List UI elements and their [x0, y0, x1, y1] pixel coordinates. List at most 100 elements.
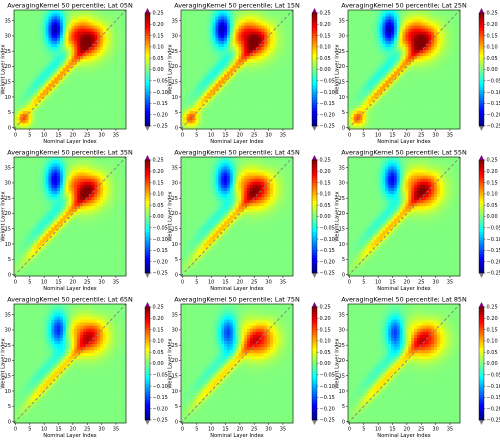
heatmap-cell — [353, 116, 357, 121]
heatmap-cell — [272, 92, 277, 96]
heatmap-cell — [232, 92, 236, 96]
heatmap-cell — [117, 34, 121, 38]
heatmap-cell — [376, 25, 380, 29]
colorbar-segment — [479, 77, 484, 81]
heatmap-cell — [434, 110, 438, 115]
heatmap-cell — [105, 22, 110, 26]
heatmap-cell — [365, 22, 369, 26]
heatmap-cell — [48, 92, 52, 96]
heatmap-cell — [379, 19, 383, 23]
heatmap-cell — [451, 86, 455, 90]
x-tick-label: 15 — [55, 133, 61, 139]
heatmap-cell — [244, 74, 248, 78]
colorbar-segment — [145, 110, 150, 114]
colorbar-segment — [479, 15, 484, 19]
heatmap-cell — [348, 64, 352, 69]
heatmap-cell — [252, 125, 257, 130]
heatmap-cell — [267, 25, 271, 29]
heatmap-cell — [74, 19, 78, 23]
heatmap-cell — [80, 83, 84, 87]
heatmap-cell — [414, 40, 418, 44]
heatmap-cell — [206, 125, 211, 130]
heatmap-cell — [396, 86, 401, 90]
heatmap-cell — [278, 74, 282, 78]
heatmap-cell — [370, 104, 375, 108]
colorbar-tick-label: 0.10 — [320, 45, 331, 51]
heatmap-cell — [189, 92, 193, 96]
heatmap-cell — [362, 116, 366, 121]
heatmap-cell — [51, 122, 55, 127]
heatmap-cell — [65, 28, 69, 32]
heatmap-cell — [278, 116, 282, 121]
heatmap-cell — [408, 119, 412, 124]
heatmap-cell — [249, 37, 254, 41]
heatmap-cell — [247, 110, 251, 115]
heatmap-cell — [272, 31, 277, 35]
heatmap-cell — [445, 86, 449, 90]
heatmap-cell — [229, 37, 234, 41]
heatmap-cell — [272, 10, 277, 14]
heatmap-cell — [258, 98, 262, 102]
heatmap-cell — [42, 16, 46, 20]
heatmap-cell — [411, 46, 415, 51]
heatmap-cell — [198, 10, 202, 14]
heatmap-cell — [36, 269, 41, 274]
heatmap-cell — [270, 40, 274, 44]
heatmap-cell — [42, 104, 46, 108]
heatmap-cell — [25, 61, 29, 66]
heatmap-cell — [287, 125, 291, 130]
heatmap-cell — [275, 101, 279, 105]
heatmap-cell — [445, 104, 449, 108]
heatmap-cell — [278, 40, 282, 44]
heatmap-cell — [51, 25, 55, 29]
heatmap-cell — [48, 74, 52, 78]
heatmap-cell — [388, 13, 392, 17]
heatmap-cell — [428, 61, 432, 66]
heatmap-cell — [183, 104, 188, 108]
colorbar-segment — [479, 95, 484, 99]
heatmap-cell — [431, 37, 435, 41]
colorbar-segment — [312, 41, 317, 45]
heatmap-cell — [422, 34, 426, 38]
heatmap-cell — [270, 55, 274, 60]
heatmap-cell — [241, 22, 245, 26]
heatmap-cell — [391, 110, 395, 115]
heatmap-cell — [399, 64, 403, 69]
heatmap-cell — [59, 16, 64, 20]
heatmap-cell — [80, 101, 84, 105]
colorbar-segment — [145, 28, 150, 32]
heatmap-cell — [238, 116, 242, 121]
heatmap-cell — [411, 67, 415, 72]
heatmap-cell — [356, 104, 360, 108]
heatmap-cell — [100, 40, 104, 44]
heatmap-cell — [287, 101, 291, 105]
heatmap-cell — [224, 16, 228, 20]
heatmap-cell — [117, 22, 121, 26]
heatmap-cell — [258, 116, 262, 121]
heatmap-cell — [80, 22, 84, 26]
heatmap-cell — [94, 269, 98, 274]
heatmap-cell — [203, 22, 208, 26]
heatmap-cell — [54, 22, 58, 26]
heatmap-cell — [192, 107, 196, 112]
heatmap-cell — [249, 25, 254, 29]
y-tick-label: 5 — [175, 110, 178, 116]
heatmap-cell — [379, 89, 383, 93]
heatmap-cell — [382, 34, 386, 38]
heatmap-cell — [232, 28, 236, 32]
heatmap-cell — [123, 49, 127, 54]
x-tick-label: 15 — [222, 133, 228, 139]
heatmap-cell — [39, 83, 44, 87]
heatmap-cell — [218, 64, 222, 69]
heatmap-cell — [425, 86, 429, 90]
y-tick-label: 30 — [172, 34, 178, 40]
heatmap-cell — [359, 113, 363, 118]
heatmap-cell — [445, 64, 449, 69]
heatmap-cell — [28, 25, 32, 29]
heatmap-cell — [39, 74, 44, 78]
heatmap-cell — [442, 92, 446, 96]
heatmap-cell — [414, 22, 418, 26]
heatmap-cell — [419, 92, 424, 96]
heatmap-cell — [278, 49, 282, 54]
heatmap-cell — [264, 49, 268, 54]
